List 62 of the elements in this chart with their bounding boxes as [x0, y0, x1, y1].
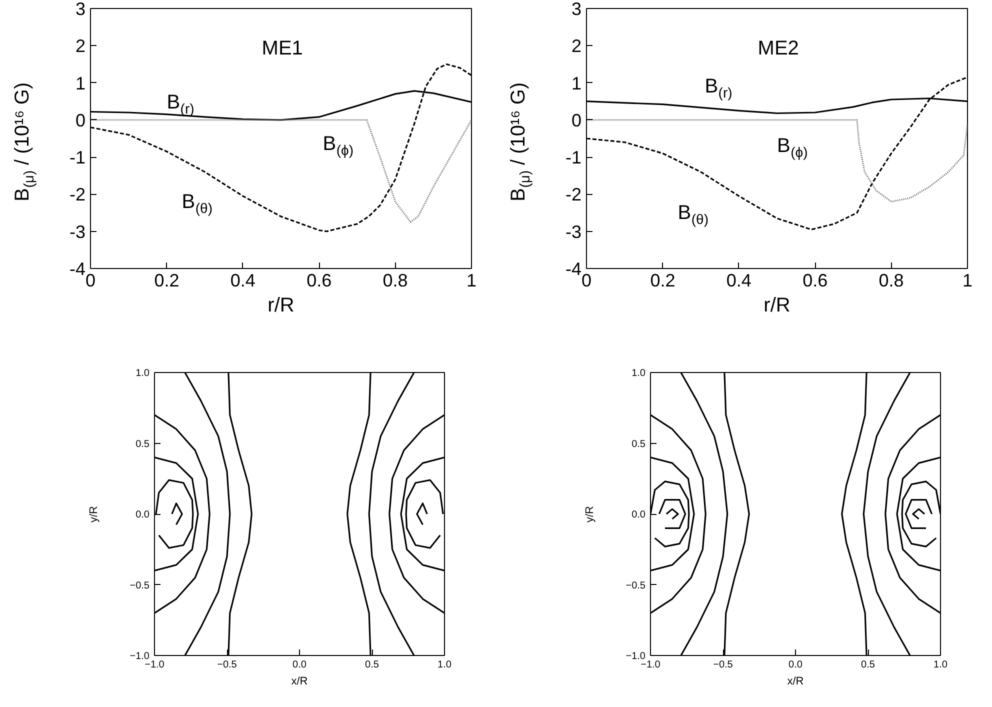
line-series [650, 456, 695, 572]
y-tick-label: -3 [69, 222, 86, 242]
y-tick-label: 0.0 [632, 510, 646, 520]
y-tick-label: 0 [571, 110, 582, 130]
x-axis-title: x/R [291, 676, 308, 688]
y-tick-label: 1 [75, 73, 86, 94]
y-tick-label: 0.5 [632, 438, 646, 450]
y-tick-label: −1.0 [626, 651, 646, 662]
line-series [586, 119, 968, 202]
y-tick-label: 3 [75, 0, 86, 19]
x-tick-label: −1.0 [640, 660, 661, 670]
y-tick-label: -2 [69, 184, 86, 205]
y-tick-label: 1.0 [136, 368, 150, 379]
y-axis-title: y/R [584, 506, 596, 523]
x-tick-label: 0.2 [650, 270, 676, 290]
y-tick-label: -4 [565, 259, 582, 279]
x-tick-label: 0.5 [861, 660, 876, 670]
y-tick-label: −0.5 [130, 580, 150, 592]
x-tick-label: 1.0 [934, 660, 948, 670]
x-tick-label: 0.5 [365, 660, 380, 670]
x-tick-label: 0.4 [726, 270, 752, 290]
y-tick-label: -2 [565, 184, 582, 205]
y-axis-title: B(μ) / (10¹⁶ G) [12, 82, 36, 202]
y-tick-label: -3 [565, 222, 582, 242]
x-axis-title: r/R [764, 294, 790, 316]
x-tick-label: 0.0 [292, 660, 307, 670]
y-tick-label: 3 [571, 0, 582, 19]
y-tick-label: -4 [69, 259, 86, 279]
y-tick-label: -1 [565, 148, 582, 168]
y-tick-label: 2 [75, 36, 86, 56]
x-tick-label: −1.0 [144, 660, 165, 670]
y-tick-label: -1 [69, 148, 86, 168]
line-series [154, 456, 199, 572]
line-series [154, 414, 210, 614]
x-tick-label: 1 [962, 270, 973, 290]
y-axis-title: y/R [88, 506, 100, 523]
x-tick-label: 0.8 [382, 270, 408, 290]
x-tick-label: 1 [466, 270, 477, 290]
y-tick-label: −1.0 [130, 651, 150, 662]
x-axis-title: r/R [268, 294, 294, 316]
x-tick-label: 0.0 [788, 660, 803, 670]
line-series [650, 414, 706, 614]
x-tick-label: 0.6 [306, 270, 332, 290]
y-tick-label: 0 [75, 110, 86, 130]
y-tick-label: 2 [571, 36, 582, 56]
y-axis-title: B(μ) / (10¹⁶ G) [508, 82, 532, 202]
x-tick-label: −0.5 [713, 660, 734, 670]
text: ME2 [758, 38, 799, 60]
x-tick-label: 0.4 [230, 270, 256, 290]
x-tick-label: 0.2 [154, 270, 180, 290]
x-tick-label: 0.6 [802, 270, 828, 290]
text: ME1 [262, 38, 303, 60]
line-series [90, 119, 472, 223]
y-tick-label: 1 [571, 73, 582, 94]
x-axis-title: x/R [787, 676, 804, 688]
y-tick-label: −0.5 [626, 580, 646, 592]
y-tick-label: 0.0 [136, 510, 150, 520]
x-tick-label: 1.0 [438, 660, 452, 670]
x-tick-label: 0.8 [878, 270, 904, 290]
y-tick-label: 0.5 [136, 438, 150, 450]
y-tick-label: 1.0 [632, 368, 646, 379]
x-tick-label: −0.5 [217, 660, 238, 670]
